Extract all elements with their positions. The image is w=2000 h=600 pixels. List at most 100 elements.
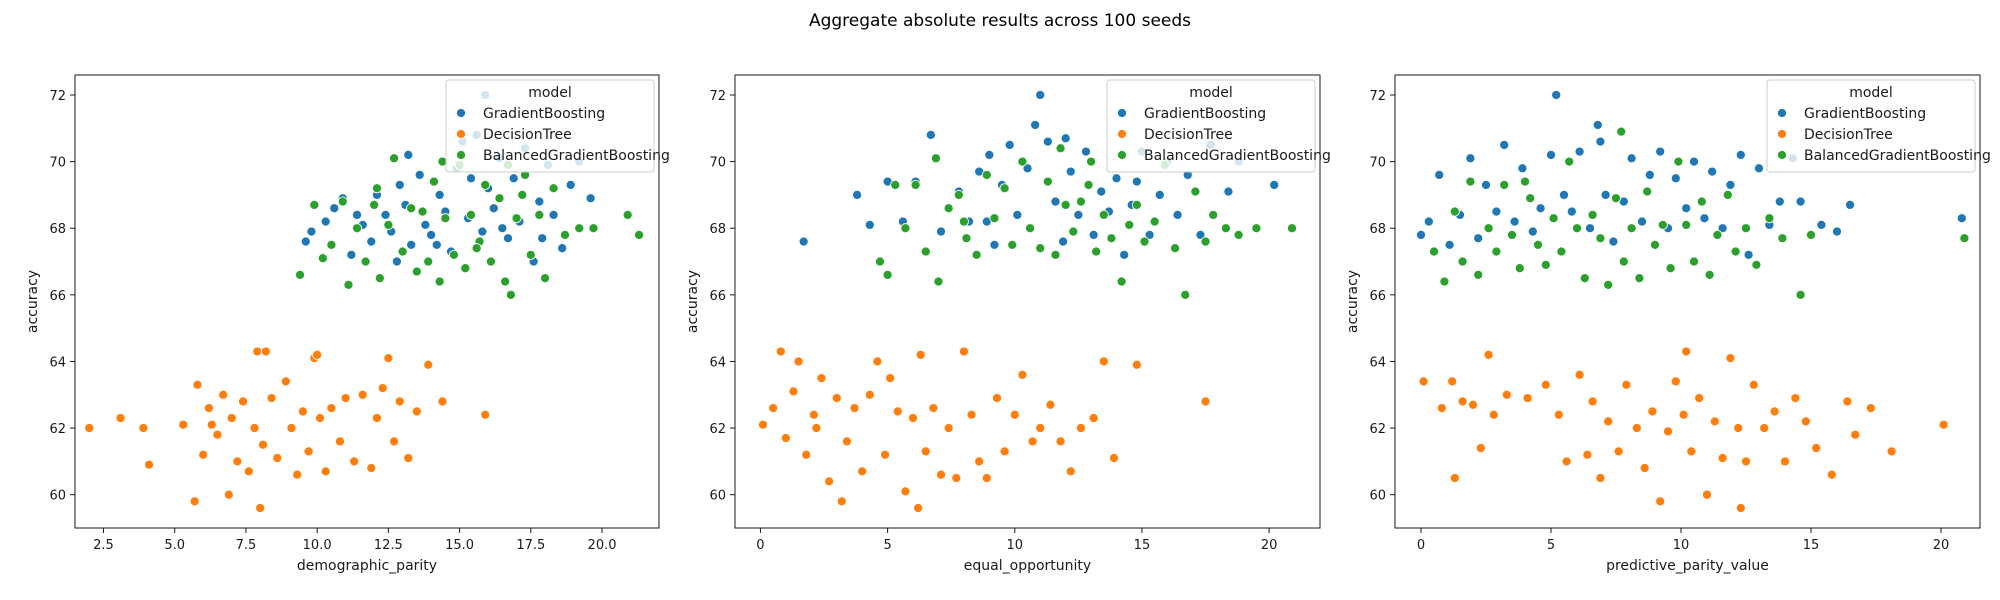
data-point xyxy=(303,446,314,457)
axes-frame xyxy=(1394,74,1981,529)
data-point xyxy=(958,346,969,357)
data-point xyxy=(351,223,363,234)
data-point xyxy=(1030,119,1041,131)
data-point xyxy=(1587,209,1598,220)
data-point xyxy=(1519,176,1531,187)
data-point xyxy=(1649,239,1661,250)
data-point xyxy=(1603,279,1614,290)
data-point xyxy=(1730,246,1741,257)
data-point xyxy=(534,196,545,207)
data-point xyxy=(351,209,363,220)
data-point xyxy=(1418,376,1429,387)
data-point xyxy=(320,466,331,477)
data-point xyxy=(300,236,311,247)
data-point xyxy=(1681,219,1692,230)
data-point xyxy=(849,403,860,414)
y-tick-label: 72 xyxy=(49,89,66,104)
data-point xyxy=(943,423,954,434)
x-tick-label: 10.0 xyxy=(303,538,332,553)
figure-title: Aggregate absolute results across 100 se… xyxy=(809,11,1191,31)
data-point xyxy=(1091,246,1102,257)
data-point xyxy=(369,199,380,210)
data-point xyxy=(1639,462,1650,474)
legend-marker xyxy=(1116,128,1128,140)
data-point xyxy=(1748,379,1759,390)
data-point xyxy=(634,229,645,240)
data-point xyxy=(798,236,809,247)
data-point xyxy=(1579,273,1590,284)
data-point xyxy=(1616,126,1627,137)
data-point xyxy=(915,349,926,360)
data-point xyxy=(1449,472,1460,484)
y-tick-label: 64 xyxy=(709,355,726,370)
data-point xyxy=(1613,446,1624,457)
data-point xyxy=(1251,223,1262,234)
data-point xyxy=(1800,416,1811,427)
data-point xyxy=(857,466,868,477)
data-point xyxy=(880,449,891,460)
data-point xyxy=(1483,223,1494,234)
data-point xyxy=(1190,186,1201,197)
data-point xyxy=(1035,423,1046,434)
data-point xyxy=(1717,453,1728,464)
data-point xyxy=(397,246,408,257)
data-point xyxy=(1527,226,1538,237)
data-point xyxy=(257,439,269,450)
data-point xyxy=(1704,269,1715,280)
series-decision-tree xyxy=(1418,346,1949,514)
data-point xyxy=(981,472,992,484)
data-point xyxy=(1055,436,1066,447)
y-tick-label: 72 xyxy=(1369,89,1386,104)
data-point xyxy=(406,239,417,250)
data-point xyxy=(255,502,266,514)
data-point xyxy=(394,396,405,407)
legend-label: DecisionTree xyxy=(1804,127,1893,143)
data-point xyxy=(1434,169,1445,180)
data-point xyxy=(1009,409,1020,420)
data-point xyxy=(1060,199,1071,210)
data-point xyxy=(431,239,442,250)
data-point xyxy=(1686,446,1697,457)
data-point xyxy=(1098,356,1109,367)
data-point xyxy=(1655,146,1666,157)
data-point xyxy=(1709,416,1720,427)
data-point xyxy=(1548,213,1559,224)
x-tick-label: 5.0 xyxy=(164,538,185,553)
legend-label: DecisionTree xyxy=(483,127,572,143)
data-point xyxy=(511,213,522,224)
data-point xyxy=(1790,393,1801,404)
data-point xyxy=(500,276,511,287)
data-point xyxy=(801,449,812,460)
data-point xyxy=(1522,393,1533,404)
data-point xyxy=(885,373,896,384)
x-tick-label: 15 xyxy=(1803,538,1820,553)
data-point xyxy=(900,486,911,497)
data-point xyxy=(864,219,875,230)
y-tick-label: 66 xyxy=(1369,289,1386,304)
data-point xyxy=(477,226,488,237)
data-point xyxy=(935,469,947,480)
data-point xyxy=(1571,223,1583,234)
data-point xyxy=(1574,369,1585,380)
data-point xyxy=(1740,456,1752,467)
data-point xyxy=(1075,196,1086,207)
data-point xyxy=(1131,176,1142,187)
data-point xyxy=(1499,139,1510,150)
data-point xyxy=(1634,273,1645,284)
data-point xyxy=(1144,229,1155,240)
data-point xyxy=(1610,193,1622,204)
data-point xyxy=(622,209,633,220)
data-point xyxy=(1467,399,1479,410)
data-point xyxy=(1269,179,1280,190)
data-point xyxy=(1525,193,1536,204)
data-point xyxy=(374,273,385,284)
data-point xyxy=(1415,229,1427,240)
data-point xyxy=(465,173,477,184)
data-point xyxy=(1491,246,1502,257)
data-point xyxy=(1172,209,1183,220)
legend-label: GradientBoosting xyxy=(1804,106,1926,122)
data-point xyxy=(377,383,388,394)
data-point xyxy=(989,239,1000,250)
data-point xyxy=(953,189,964,200)
data-point xyxy=(1499,179,1510,190)
